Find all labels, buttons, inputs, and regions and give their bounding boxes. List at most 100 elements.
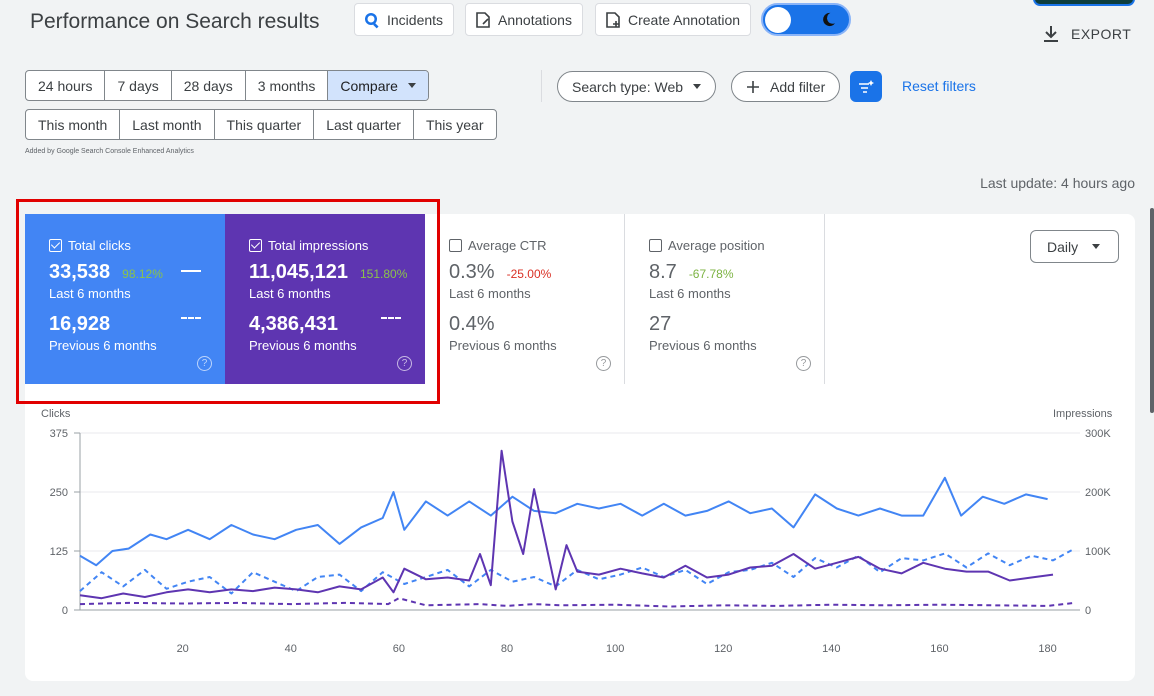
compare-label: Compare: [340, 77, 398, 94]
create-annotation-label: Create Annotation: [628, 11, 741, 28]
last-update: Last update: 4 hours ago: [980, 175, 1135, 191]
impressions-line: [79, 449, 1054, 600]
annotations-button[interactable]: Annotations: [465, 3, 583, 36]
impressions-previous-line: [79, 597, 1075, 608]
plus-icon: [747, 80, 759, 93]
incidents-icon: [365, 12, 379, 28]
dashed-line-legend-icon: [181, 317, 201, 319]
dashed-line-legend-icon: [381, 317, 401, 319]
range-last-month[interactable]: Last month: [120, 110, 215, 139]
add-filter-button[interactable]: Add filter: [731, 71, 841, 102]
help-icon[interactable]: ?: [596, 356, 611, 371]
compare-dropdown[interactable]: Compare: [328, 71, 428, 100]
x-tick-label: 120: [714, 643, 732, 655]
metric-period: Last 6 months: [249, 286, 331, 301]
annotations-label: Annotations: [498, 11, 572, 28]
solid-line-legend-icon: [181, 270, 201, 272]
dark-mode-toggle[interactable]: [761, 3, 851, 36]
range-28-days[interactable]: 28 days: [172, 71, 246, 100]
y-right-tick-label: 200K: [1085, 487, 1111, 499]
granularity-dropdown[interactable]: Daily: [1030, 230, 1119, 263]
y-left-tick-label: 0: [62, 605, 68, 617]
moon-icon: [823, 12, 836, 27]
metric-change: 151.80%: [360, 267, 408, 281]
left-axis-title: Clicks: [41, 408, 71, 420]
caret-down-icon: [407, 83, 416, 88]
metric-period: Last 6 months: [449, 286, 531, 301]
filter-sparkle-icon: [859, 79, 874, 93]
y-right-tick-label: 0: [1085, 605, 1091, 617]
metric-change: -67.78%: [688, 267, 734, 281]
add-filter-label: Add filter: [770, 78, 826, 95]
y-right-tick-label: 300K: [1085, 428, 1111, 440]
metric-label: Total impressions: [268, 238, 369, 253]
checkbox-unchecked-icon[interactable]: [449, 239, 462, 252]
metric-change: -25.00%: [506, 267, 552, 281]
y-right-tick-label: 100K: [1085, 546, 1111, 558]
incidents-label: Incidents: [387, 11, 444, 28]
x-tick-label: 180: [1038, 643, 1056, 655]
x-tick-label: 80: [501, 643, 513, 655]
metric-prev-value: 4,386,431: [249, 313, 338, 335]
help-icon[interactable]: ?: [397, 356, 412, 371]
caret-down-icon: [693, 84, 702, 89]
help-icon[interactable]: ?: [197, 356, 212, 371]
search-type-dropdown[interactable]: Search type: Web: [557, 71, 717, 102]
export-button[interactable]: EXPORT: [1043, 25, 1131, 43]
highlight-box: [16, 199, 440, 404]
checkbox-unchecked-icon[interactable]: [649, 239, 662, 252]
metric-prev-value: 27: [649, 313, 672, 335]
x-tick-label: 140: [822, 643, 840, 655]
range-24-hours[interactable]: 24 hours: [26, 71, 106, 100]
metric-period: Last 6 months: [649, 286, 731, 301]
metric-label: Total clicks: [68, 238, 131, 253]
range-last-quarter[interactable]: Last quarter: [314, 110, 414, 139]
range-7-days[interactable]: 7 days: [105, 71, 172, 100]
right-axis-title: Impressions: [1053, 408, 1113, 420]
note-add-icon: [606, 11, 620, 28]
y-left-tick-label: 250: [50, 487, 68, 499]
total-impressions-tile[interactable]: Total impressions 11,045,121 151.80% Last…: [225, 214, 425, 384]
reset-filters-link[interactable]: Reset filters: [902, 78, 976, 94]
metric-prev-period: Previous 6 months: [49, 338, 157, 353]
range-this-month[interactable]: This month: [26, 110, 121, 139]
x-tick-label: 100: [606, 643, 624, 655]
metric-value: 33,538: [49, 261, 111, 283]
checkbox-checked-icon[interactable]: [249, 239, 262, 252]
metric-prev-value: 16,928: [49, 313, 111, 335]
toggle-knob: [765, 7, 791, 33]
clicks-line: [79, 476, 1048, 567]
create-annotation-button[interactable]: Create Annotation: [595, 3, 752, 36]
metric-label: Average CTR: [468, 238, 547, 253]
export-label: EXPORT: [1071, 26, 1132, 42]
checkbox-checked-icon[interactable]: [49, 239, 62, 252]
y-left-tick-label: 125: [50, 546, 68, 558]
divider: [541, 70, 542, 102]
page-title: Performance on Search results: [30, 10, 320, 33]
x-tick-label: 20: [177, 643, 189, 655]
range-this-year[interactable]: This year: [425, 116, 484, 133]
range-this-quarter[interactable]: This quarter: [215, 110, 315, 139]
range-3-months[interactable]: 3 months: [246, 71, 329, 100]
metric-change: 98.12%: [122, 267, 163, 281]
metric-value: 0.3%: [449, 261, 495, 283]
scrollbar[interactable]: [1150, 208, 1154, 413]
granularity-label: Daily: [1047, 238, 1079, 255]
metric-prev-period: Previous 6 months: [249, 338, 357, 353]
average-position-tile[interactable]: Average position 8.7 -67.78% Last 6 month…: [625, 214, 825, 384]
metric-period: Last 6 months: [49, 286, 131, 301]
caret-down-icon: [1092, 244, 1100, 249]
metric-value: 8.7: [649, 261, 677, 283]
average-ctr-tile[interactable]: Average CTR 0.3% -25.00% Last 6 months 0.…: [425, 214, 625, 384]
download-icon: [1044, 26, 1058, 42]
total-clicks-tile[interactable]: Total clicks 33,538 98.12% Last 6 months …: [25, 214, 225, 384]
added-note: Added by Google Search Console Enhanced …: [25, 148, 194, 155]
filter-settings-button[interactable]: [850, 71, 882, 102]
search-type-label: Search type: Web: [572, 78, 684, 95]
x-tick-label: 60: [393, 643, 405, 655]
metric-prev-period: Previous 6 months: [449, 338, 557, 353]
date-range-row1: 24 hours 7 days 28 days 3 months Compare: [25, 70, 429, 101]
help-icon[interactable]: ?: [796, 356, 811, 371]
incidents-button[interactable]: Incidents: [354, 3, 455, 36]
